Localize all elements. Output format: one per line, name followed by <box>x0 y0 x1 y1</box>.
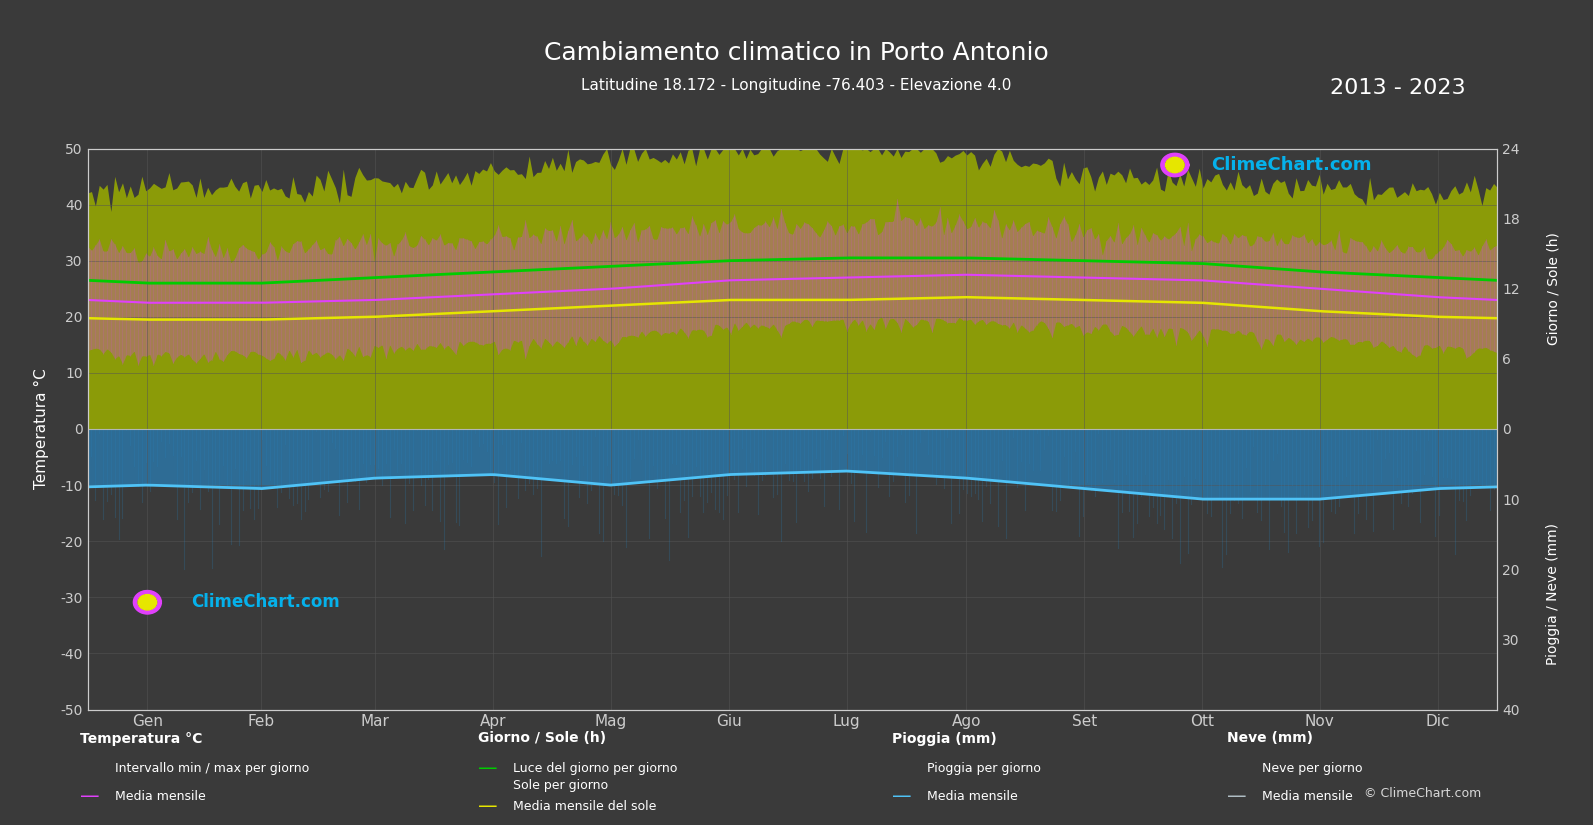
Text: Intervallo min / max per giorno: Intervallo min / max per giorno <box>115 762 309 776</box>
Y-axis label: Temperatura °C: Temperatura °C <box>33 369 49 489</box>
Text: ClimeChart.com: ClimeChart.com <box>1211 156 1372 174</box>
Text: Latitudine 18.172 - Longitudine -76.403 - Elevazione 4.0: Latitudine 18.172 - Longitudine -76.403 … <box>581 78 1012 93</box>
Text: Media mensile: Media mensile <box>115 790 205 803</box>
Text: —: — <box>80 786 99 806</box>
Text: Pioggia per giorno: Pioggia per giorno <box>927 762 1040 776</box>
Text: Sole per giorno: Sole per giorno <box>513 779 609 792</box>
Text: ClimeChart.com: ClimeChart.com <box>191 593 339 611</box>
Text: Media mensile del sole: Media mensile del sole <box>513 800 656 813</box>
Text: Neve (mm): Neve (mm) <box>1227 732 1313 746</box>
Circle shape <box>1166 158 1184 172</box>
Text: Giorno / Sole (h): Giorno / Sole (h) <box>1547 233 1560 345</box>
Text: —: — <box>1227 786 1246 806</box>
Text: Temperatura °C: Temperatura °C <box>80 732 202 746</box>
Text: Giorno / Sole (h): Giorno / Sole (h) <box>478 732 605 746</box>
Text: Media mensile: Media mensile <box>927 790 1018 803</box>
Text: —: — <box>478 797 497 817</box>
Text: —: — <box>478 759 497 779</box>
Text: 2013 - 2023: 2013 - 2023 <box>1330 78 1466 98</box>
Text: Cambiamento climatico in Porto Antonio: Cambiamento climatico in Porto Antonio <box>545 41 1048 65</box>
Text: © ClimeChart.com: © ClimeChart.com <box>1364 787 1481 800</box>
Text: Luce del giorno per giorno: Luce del giorno per giorno <box>513 762 677 776</box>
Text: Pioggia / Neve (mm): Pioggia / Neve (mm) <box>1547 523 1560 665</box>
Text: Pioggia (mm): Pioggia (mm) <box>892 732 997 746</box>
Text: —: — <box>892 786 911 806</box>
Circle shape <box>139 595 156 610</box>
Text: Media mensile: Media mensile <box>1262 790 1352 803</box>
Text: Neve per giorno: Neve per giorno <box>1262 762 1362 776</box>
